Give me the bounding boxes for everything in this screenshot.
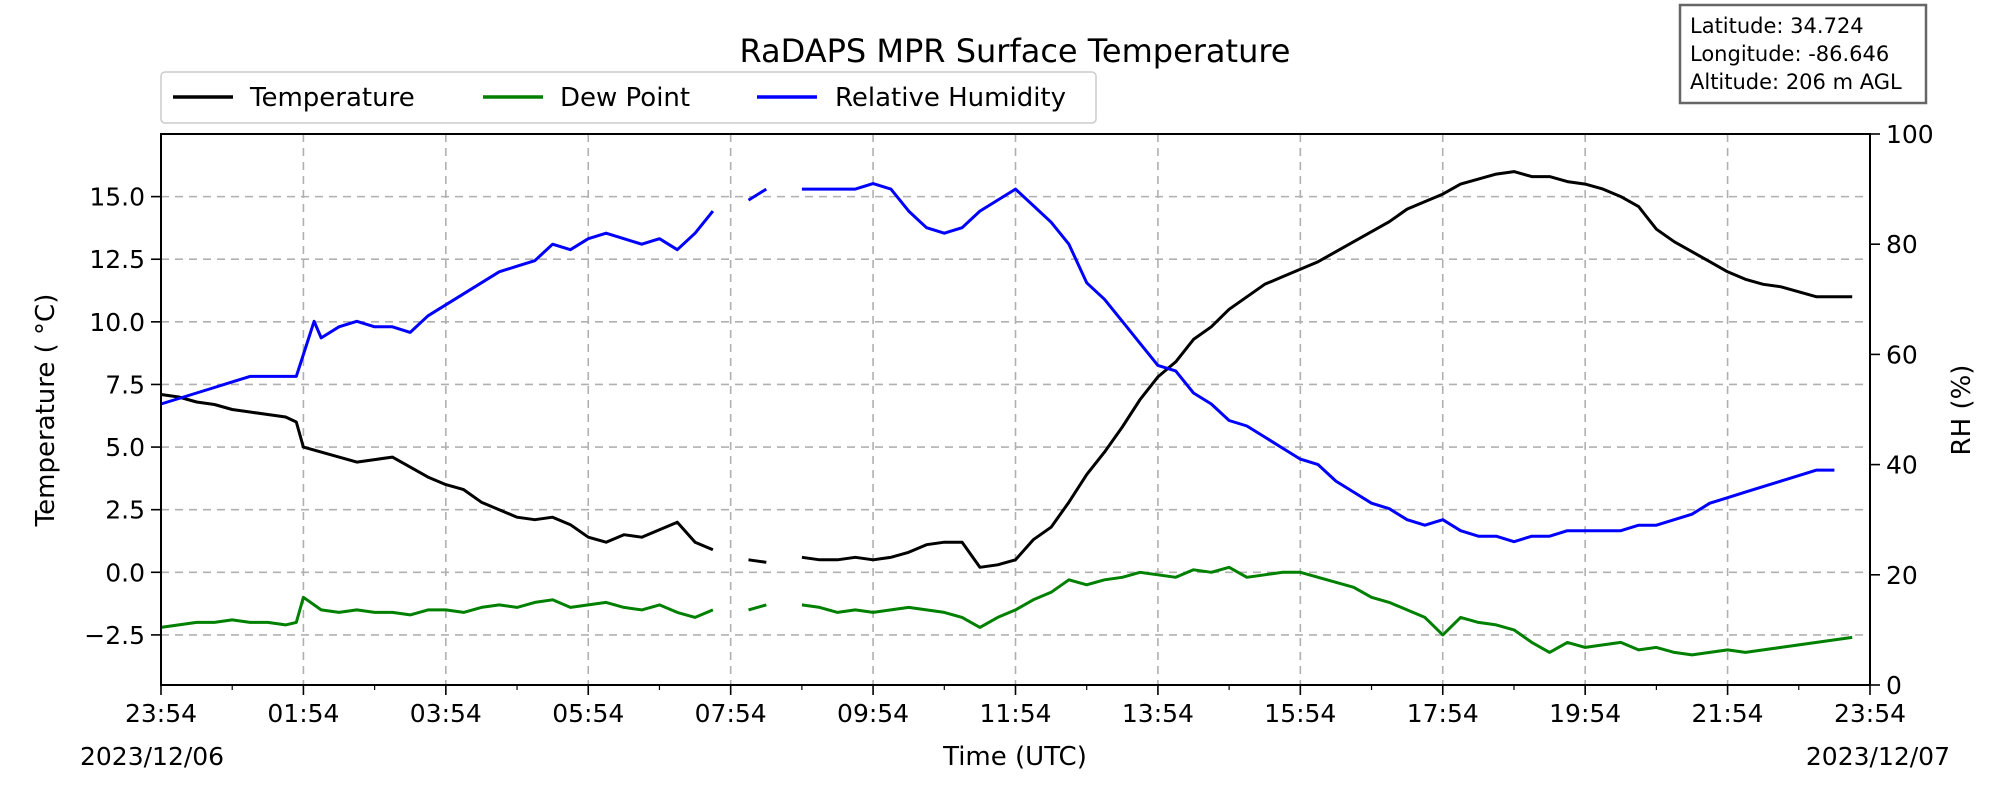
info-latitude: Latitude: 34.724 <box>1690 14 1864 38</box>
info-box-frame <box>1678 3 1928 105</box>
y-tick-label: 10.0 <box>89 308 145 337</box>
y-tick-label: −2.5 <box>84 621 145 650</box>
y-tick-label: 0.0 <box>105 558 145 587</box>
legend-label-relative-humidity: Relative Humidity <box>835 83 1066 113</box>
legend-label-temperature: Temperature <box>249 83 415 113</box>
y2-tick-label: 100 <box>1886 120 1934 149</box>
x-tick-label: 15:54 <box>1264 699 1336 728</box>
x-tick-label: 11:54 <box>979 699 1051 728</box>
x-tick-label: 05:54 <box>552 699 624 728</box>
info-longitude: Longitude: -86.646 <box>1690 42 1889 66</box>
y-tick-label: 5.0 <box>105 433 145 462</box>
x-axis-ticks: 23:54 01:54 03:54 05:54 07:54 09:54 11:54 13:54… <box>125 685 1906 728</box>
x-tick-label: 23:54 <box>125 699 197 728</box>
x-tick-label: 21:54 <box>1692 699 1764 728</box>
y-tick-label: 2.5 <box>105 496 145 525</box>
x-tick-label: 09:54 <box>837 699 909 728</box>
legend: Temperature Dew Point Relative Humidity <box>160 71 1097 124</box>
y2-tick-label: 60 <box>1886 340 1918 369</box>
y-tick-label: 15.0 <box>89 183 145 212</box>
dew-point-line <box>160 565 1853 657</box>
x-tick-label: 07:54 <box>695 699 767 728</box>
y-tick-label: 7.5 <box>105 370 145 399</box>
temperature-line <box>160 170 1853 569</box>
gridlines <box>161 134 1870 685</box>
date-start-label: 2023/12/06 <box>80 742 224 771</box>
x-axis-title: Time (UTC) <box>942 742 1087 772</box>
x-tick-label: 17:54 <box>1407 699 1479 728</box>
y2-axis-title: RH (%) <box>1947 365 1977 456</box>
x-tick-label: 23:54 <box>1834 699 1906 728</box>
x-tick-label: 01:54 <box>267 699 339 728</box>
legend-label-dew-point: Dew Point <box>560 83 690 113</box>
x-tick-label: 03:54 <box>410 699 482 728</box>
x-tick-label: 13:54 <box>1122 699 1194 728</box>
y2-tick-label: 40 <box>1886 451 1918 480</box>
y2-tick-label: 20 <box>1886 561 1918 590</box>
y-axis-ticks: −2.5 0.0 2.5 5.0 7.5 10.0 12.5 15.0 <box>84 183 161 650</box>
y2-tick-label: 80 <box>1886 230 1918 259</box>
x-tick-label: 19:54 <box>1549 699 1621 728</box>
chart-title: RaDAPS MPR Surface Temperature <box>740 32 1291 70</box>
y2-axis-ticks: 0 20 40 60 80 100 <box>1870 120 1934 700</box>
info-box: Latitude: 34.724 Longitude: -86.646 Alti… <box>1678 3 1928 105</box>
date-end-label: 2023/12/07 <box>1806 742 1950 771</box>
plot-series <box>160 170 1853 657</box>
legend-box <box>160 71 1097 124</box>
y-axis-title: Temperature ( °C) <box>31 294 61 528</box>
relative-humidity-line <box>160 182 1835 544</box>
y2-tick-label: 0 <box>1886 671 1902 700</box>
y-tick-label: 12.5 <box>89 245 145 274</box>
info-altitude: Altitude: 206 m AGL <box>1690 70 1902 94</box>
